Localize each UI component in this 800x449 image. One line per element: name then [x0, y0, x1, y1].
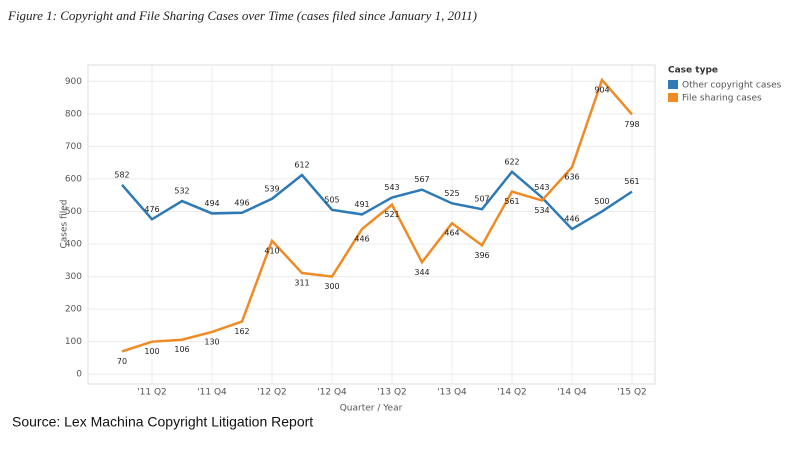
series-line	[121, 169, 633, 231]
value-label: 130	[204, 337, 219, 346]
x-tick-label: '14 Q4	[557, 388, 587, 398]
value-label: 300	[324, 282, 339, 291]
value-label: 567	[414, 175, 429, 184]
y-tick-label: 400	[65, 240, 82, 250]
series-line	[121, 77, 633, 353]
value-label: 162	[234, 327, 249, 336]
value-label: 582	[114, 170, 129, 179]
value-label: 532	[174, 187, 189, 196]
x-tick-label: '13 Q4	[437, 388, 467, 398]
value-label: 534	[534, 206, 549, 215]
value-label: 476	[144, 205, 159, 214]
y-axis-title: Cases filed	[60, 200, 70, 249]
x-tick-label: '12 Q4	[317, 388, 347, 398]
legend-swatch	[668, 80, 678, 89]
value-label: 636	[564, 173, 579, 182]
chart-title: Figure 1: Copyright and File Sharing Cas…	[7, 8, 477, 23]
value-label: 505	[324, 195, 339, 204]
value-label: 106	[174, 345, 189, 354]
value-label: 561	[504, 197, 519, 206]
x-tick-label: '11 Q4	[197, 388, 227, 398]
value-label: 612	[294, 161, 309, 170]
legend-title: Case type	[668, 66, 718, 76]
value-label: 904	[594, 85, 609, 94]
value-label: 496	[234, 198, 249, 207]
y-tick-label: 300	[65, 272, 82, 282]
value-label: 494	[204, 199, 219, 208]
y-tick-label: 700	[65, 142, 82, 152]
y-tick-label: 900	[65, 77, 82, 87]
legend-label: File sharing cases	[682, 94, 762, 104]
value-label: 500	[594, 197, 609, 206]
x-axis-title: Quarter / Year	[340, 404, 403, 414]
value-label: 525	[444, 189, 459, 198]
value-label: 507	[474, 195, 489, 204]
value-label: 464	[444, 229, 459, 238]
y-tick-label: 0	[76, 370, 82, 380]
value-label: 344	[414, 268, 429, 277]
value-label: 396	[474, 251, 489, 260]
value-label: 311	[294, 279, 309, 288]
source: Source: Lex Machina Copyright Litigation…	[12, 414, 313, 430]
value-label: 561	[624, 177, 639, 186]
value-label: 491	[354, 200, 369, 209]
value-label: 446	[354, 235, 369, 244]
plot-frame	[87, 64, 656, 385]
x-tick-label: '14 Q2	[497, 388, 527, 398]
x-tick-label: '11 Q2	[137, 388, 167, 398]
value-label: 70	[117, 357, 127, 366]
value-label: 539	[264, 184, 279, 193]
legend-swatch	[668, 93, 678, 102]
value-label: 543	[384, 183, 399, 192]
y-tick-label: 100	[65, 337, 82, 347]
legend-label: Other copyright cases	[682, 81, 782, 91]
value-label: 410	[264, 246, 279, 255]
y-tick-label: 800	[65, 109, 82, 119]
value-label: 100	[144, 347, 159, 356]
value-label: 446	[564, 215, 579, 224]
value-label: 798	[624, 120, 639, 129]
y-tick-label: 600	[65, 174, 82, 184]
x-tick-label: '15 Q2	[617, 388, 647, 398]
value-label: 622	[504, 157, 519, 166]
y-tick-label: 200	[65, 305, 82, 315]
x-tick-label: '13 Q2	[377, 388, 407, 398]
value-label: 521	[384, 210, 399, 219]
x-tick-label: '12 Q2	[257, 388, 287, 398]
value-label: 543	[534, 183, 549, 192]
y-tick-label: 500	[65, 207, 82, 217]
